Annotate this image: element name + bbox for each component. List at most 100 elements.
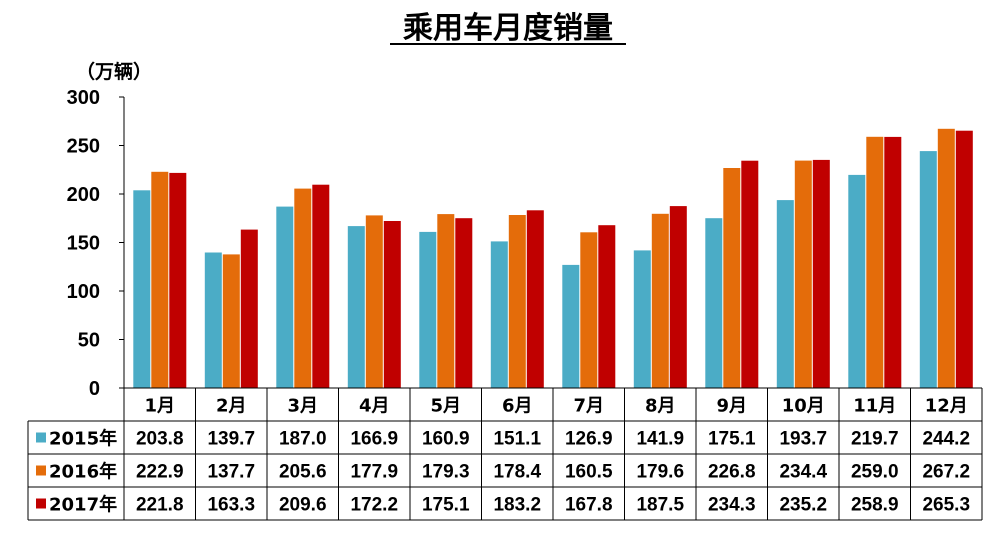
table-value-cell: 209.6 <box>279 495 327 516</box>
table-value-cell: 178.4 <box>493 462 541 483</box>
table-value-cell: 126.9 <box>565 429 613 450</box>
y-tick-label: 50 <box>78 330 100 352</box>
x-category-label: 12月 <box>925 396 968 417</box>
table-value-cell: 205.6 <box>279 462 327 483</box>
y-tick-label: 300 <box>67 87 100 109</box>
table-value-cell: 179.3 <box>422 462 470 483</box>
table-value-cell: 193.7 <box>779 429 827 450</box>
bar-2015年-1月 <box>133 190 151 388</box>
bar-2016年-5月 <box>437 214 455 388</box>
bar-2015年-11月 <box>848 174 866 388</box>
table-value-cell: 222.9 <box>136 462 184 483</box>
bar-2015年-9月 <box>705 218 723 388</box>
legend-label: 2015年 <box>49 428 117 450</box>
bar-2015年-6月 <box>490 241 508 388</box>
y-tick-label: 0 <box>89 378 100 400</box>
table-value-cell: 163.3 <box>207 495 255 516</box>
table-value-cell: 183.2 <box>493 495 541 516</box>
bar-2015年-4月 <box>347 226 365 388</box>
bar-2016年-7月 <box>580 232 598 388</box>
table-value-cell: 172.2 <box>350 495 398 516</box>
table-value-cell: 139.7 <box>207 429 255 450</box>
table-value-cell: 151.1 <box>493 429 541 450</box>
table-value-cell: 175.1 <box>708 429 756 450</box>
y-tick-label: 200 <box>67 184 100 206</box>
table-value-cell: 167.8 <box>565 495 613 516</box>
bar-2016年-11月 <box>866 136 884 388</box>
bar-2016年-9月 <box>723 168 741 388</box>
bar-2016年-1月 <box>151 171 169 388</box>
table-value-cell: 160.9 <box>422 429 470 450</box>
x-category-label: 4月 <box>359 396 390 417</box>
table-value-cell: 177.9 <box>350 462 398 483</box>
x-category-label: 11月 <box>853 396 896 417</box>
table-value-cell: 235.2 <box>779 495 827 516</box>
bar-2017年-11月 <box>884 136 902 388</box>
table-value-cell: 234.4 <box>779 462 827 483</box>
y-tick-label: 250 <box>67 136 100 158</box>
bar-2016年-10月 <box>794 160 812 388</box>
bar-2017年-4月 <box>383 221 401 388</box>
table-value-cell: 137.7 <box>207 462 255 483</box>
table-value-cell: 265.3 <box>922 495 970 516</box>
x-category-label: 6月 <box>502 396 533 417</box>
bar-2015年-7月 <box>562 264 580 388</box>
bar-2015年-10月 <box>776 200 794 388</box>
bar-2017年-6月 <box>526 210 544 388</box>
bar-2017年-3月 <box>312 184 330 388</box>
bar-2017年-7月 <box>598 225 616 388</box>
bar-2016年-2月 <box>222 254 240 388</box>
bar-2017年-10月 <box>812 159 830 388</box>
bar-2017年-2月 <box>240 229 258 388</box>
bars-group <box>133 128 973 389</box>
table-value-cell: 141.9 <box>636 429 684 450</box>
bar-2015年-12月 <box>919 151 937 388</box>
legend-label: 2017年 <box>49 494 117 516</box>
bar-2017年-1月 <box>169 172 187 388</box>
table-value-cell: 221.8 <box>136 495 184 516</box>
legend-swatch-2016年 <box>36 465 46 476</box>
bar-2016年-12月 <box>937 128 955 389</box>
y-axis-unit-label: （万辆） <box>76 60 152 83</box>
bar-2015年-5月 <box>419 231 437 388</box>
table-value-cell: 160.5 <box>565 462 613 483</box>
x-category-label: 7月 <box>573 396 604 417</box>
bar-2015年-2月 <box>204 252 222 388</box>
x-category-label: 9月 <box>716 396 747 417</box>
table-value-cell: 166.9 <box>350 429 398 450</box>
table-value-cell: 179.6 <box>636 462 684 483</box>
bar-2017年-12月 <box>955 130 973 388</box>
x-category-label: 1月 <box>144 396 175 417</box>
legend-swatch-2015年 <box>36 432 46 443</box>
bar-2017年-8月 <box>669 206 687 388</box>
bar-2015年-8月 <box>633 250 651 388</box>
table-value-cell: 244.2 <box>922 429 970 450</box>
table-value-cell: 187.5 <box>636 495 684 516</box>
table-value-cell: 258.9 <box>851 495 899 516</box>
x-category-label: 3月 <box>287 396 318 417</box>
bar-2017年-5月 <box>455 218 473 388</box>
table-value-cell: 203.8 <box>136 429 184 450</box>
table-value-cell: 187.0 <box>279 429 327 450</box>
table-value-cell: 219.7 <box>851 429 899 450</box>
x-category-label: 10月 <box>782 396 825 417</box>
y-tick-label: 100 <box>67 281 100 303</box>
bar-2016年-6月 <box>508 215 526 388</box>
x-category-label: 8月 <box>645 396 676 417</box>
legend-label: 2016年 <box>49 461 117 483</box>
table-value-cell: 226.8 <box>708 462 756 483</box>
x-category-label: 2月 <box>216 396 247 417</box>
chart-title: 乘用车月度销量 <box>403 11 613 46</box>
bar-2016年-4月 <box>365 215 383 388</box>
x-category-label: 5月 <box>430 396 461 417</box>
y-tick-label: 150 <box>67 233 100 255</box>
table-value-cell: 234.3 <box>708 495 756 516</box>
bar-2016年-8月 <box>651 213 669 388</box>
bar-2016年-3月 <box>294 188 312 388</box>
data-table: 1月 2月 3月 4月 5月 6月 7月 8月 9月 10月 11月 12月 2015年 203.8 139… <box>27 387 983 521</box>
legend-swatch-2017年 <box>36 498 46 509</box>
bar-2017年-9月 <box>741 160 759 388</box>
y-axis: 0 50 100 150 200 250 300 <box>67 87 125 400</box>
table-value-cell: 267.2 <box>922 462 970 483</box>
